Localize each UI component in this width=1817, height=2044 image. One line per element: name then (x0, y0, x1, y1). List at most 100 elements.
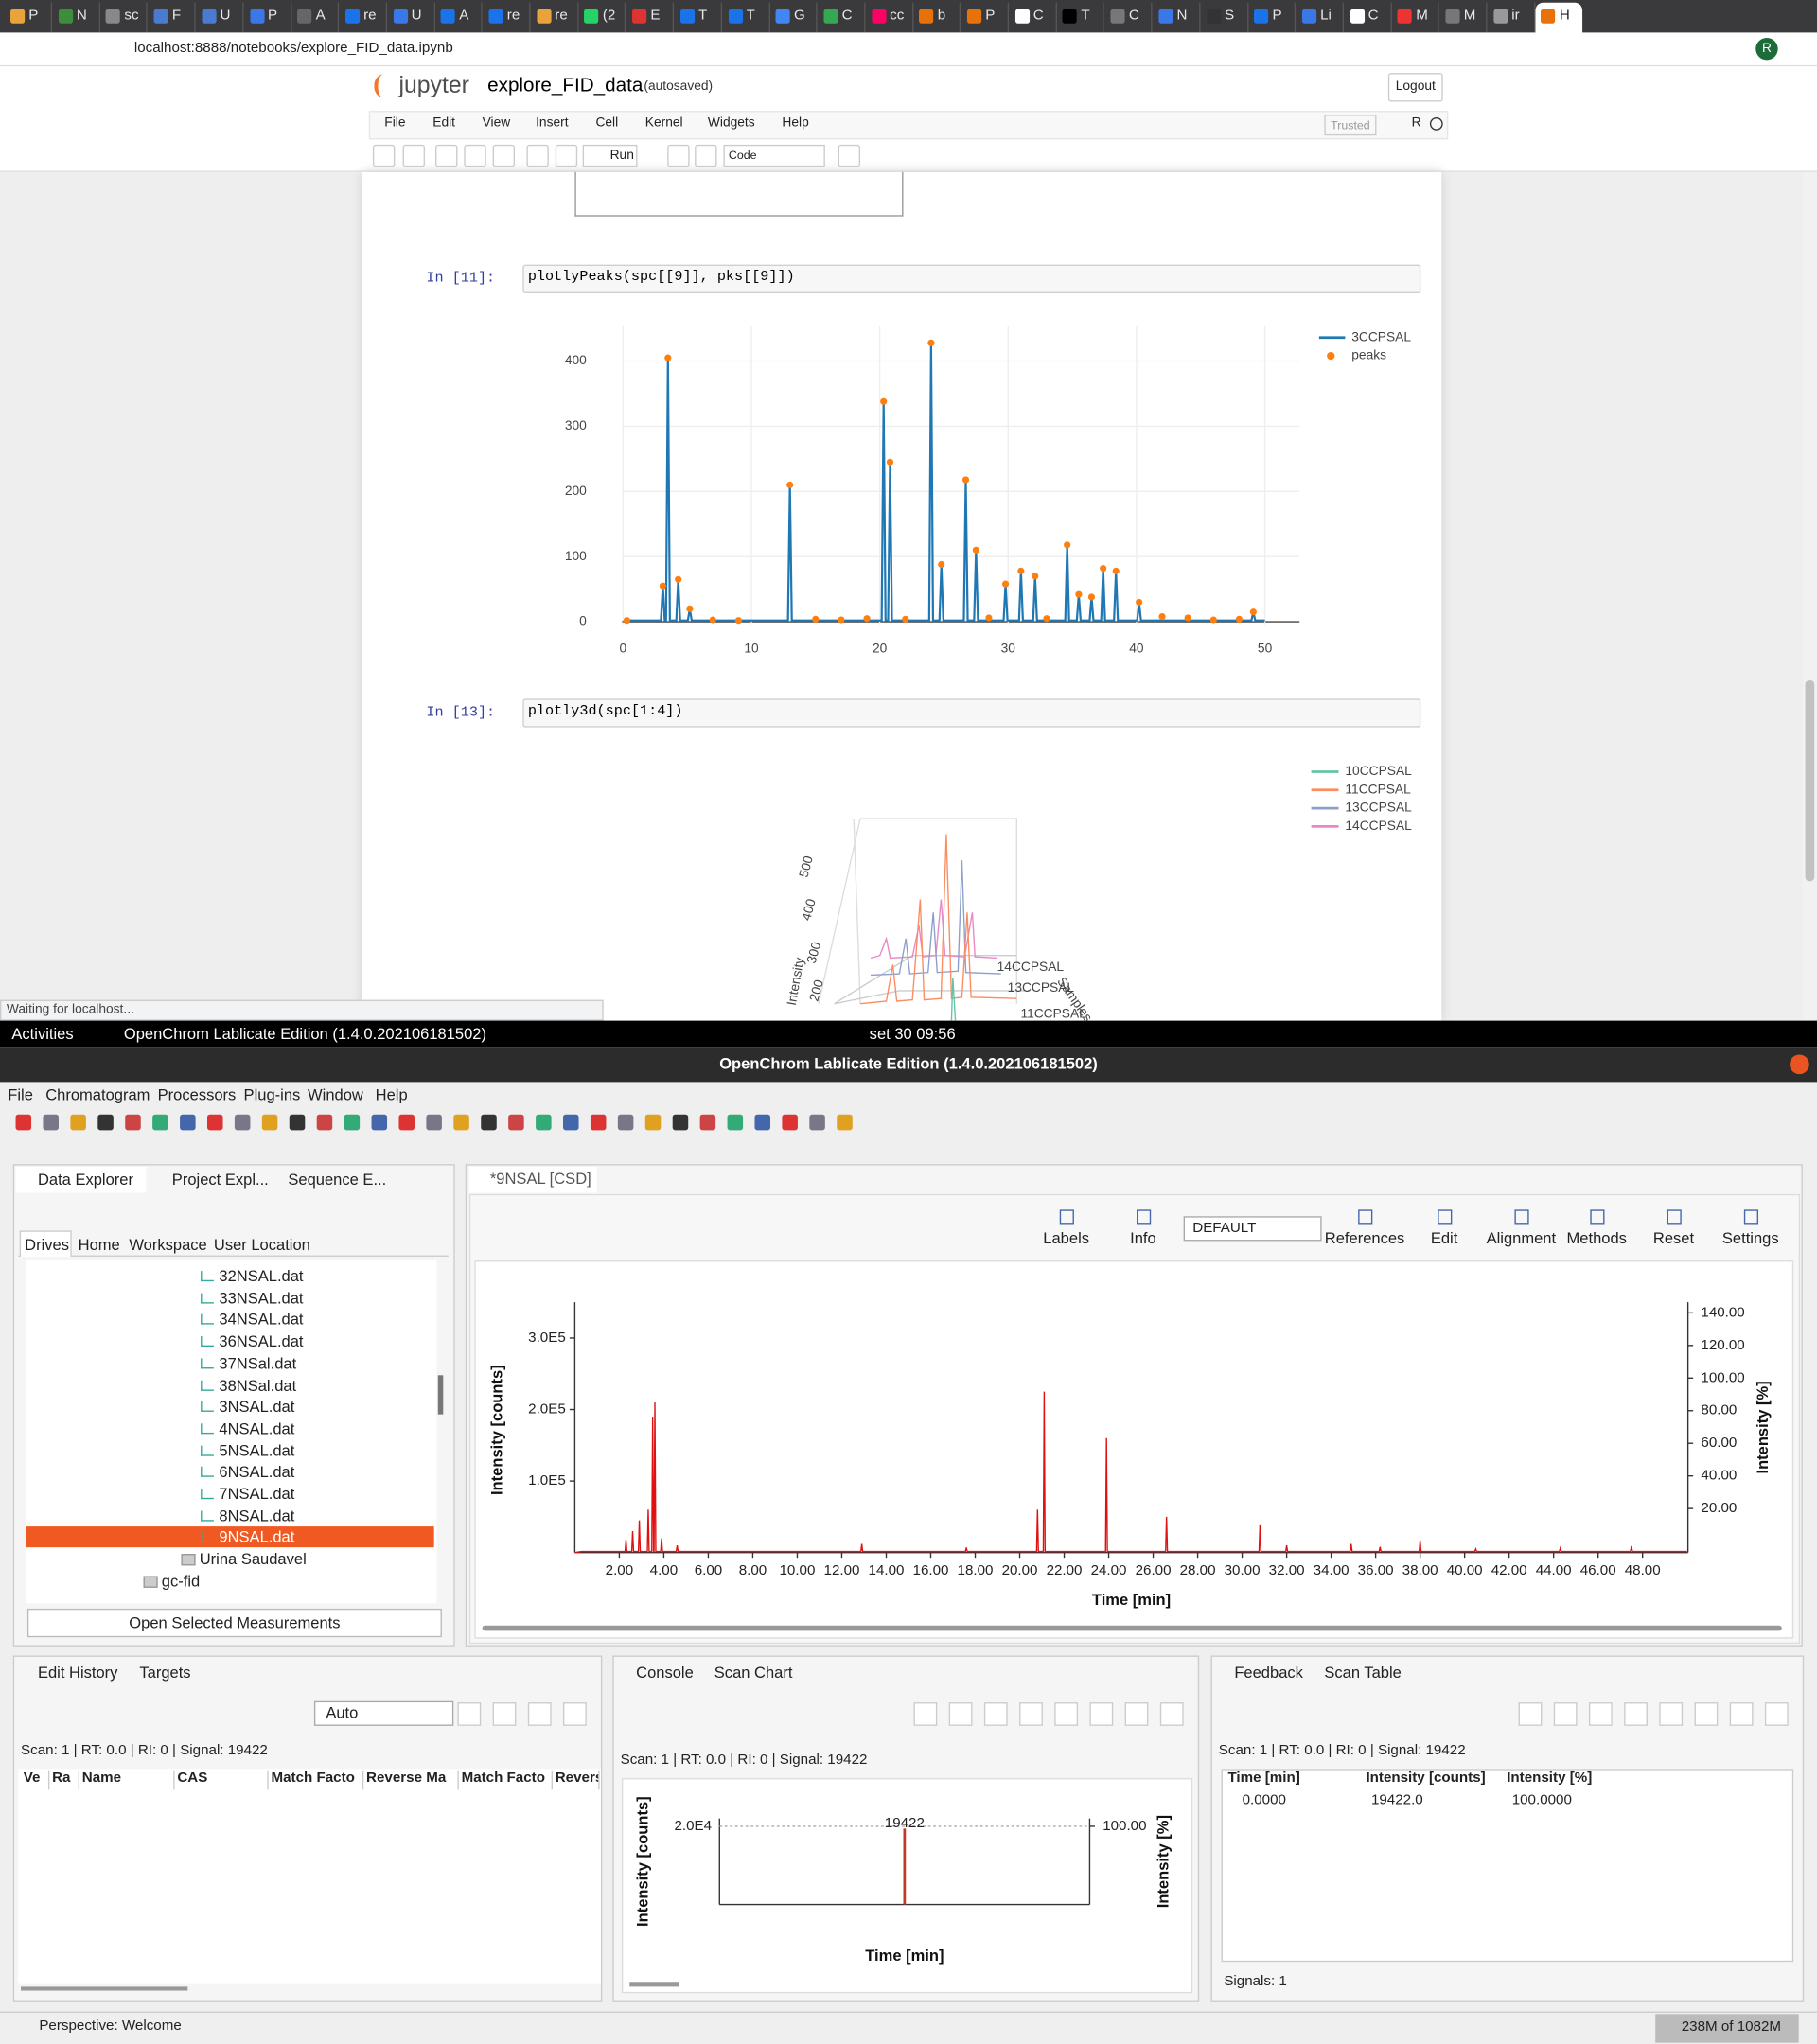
activities[interactable]: Activities (11, 1024, 74, 1044)
tool-icon[interactable] (492, 1702, 517, 1726)
toolbar-icon[interactable] (727, 1114, 744, 1131)
tab-title[interactable]: cc (890, 8, 905, 24)
folder-name[interactable]: gc-fid (161, 1572, 201, 1591)
file-name[interactable]: 32NSAL.dat (219, 1266, 304, 1286)
tab-title[interactable]: C (1032, 8, 1044, 24)
toolbar-button[interactable] (492, 144, 516, 167)
toolbar-icon[interactable] (125, 1114, 141, 1131)
toolbar-icon[interactable] (590, 1114, 607, 1131)
view-tab[interactable]: Targets (139, 1663, 191, 1683)
heap-status[interactable]: 238M of 1082M (1655, 2014, 1799, 2043)
tab[interactable] (579, 2, 626, 33)
toolbar-icon[interactable] (261, 1114, 278, 1131)
tab[interactable] (675, 2, 722, 33)
tab-title[interactable]: (2 (602, 8, 616, 24)
tool-icon[interactable] (1764, 1702, 1789, 1726)
tool-icon[interactable] (457, 1702, 482, 1726)
tab[interactable] (435, 2, 484, 33)
toolbar-icon[interactable] (70, 1114, 86, 1131)
file-name[interactable]: 6NSAL.dat (219, 1463, 295, 1482)
file-name[interactable]: 7NSAL.dat (219, 1485, 295, 1504)
subtab[interactable]: User Location (213, 1235, 310, 1255)
tab-title[interactable]: re (555, 8, 568, 24)
tab-title[interactable]: H (1559, 8, 1570, 24)
tab[interactable] (961, 2, 1010, 33)
tab-title[interactable]: re (363, 8, 377, 24)
toolbar-icon[interactable] (206, 1114, 223, 1131)
tool-icon[interactable] (1553, 1702, 1578, 1726)
toolbar-icon[interactable] (644, 1114, 662, 1131)
table-cell[interactable]: 0.0000 (1242, 1792, 1286, 1808)
subtab[interactable]: Drives (25, 1235, 70, 1255)
tab[interactable] (149, 2, 196, 33)
tab[interactable] (6, 2, 53, 33)
tool-icon[interactable] (563, 1702, 587, 1726)
file-name[interactable]: 3NSAL.dat (219, 1397, 295, 1417)
tab-title[interactable]: P (268, 8, 278, 24)
tab[interactable] (197, 2, 244, 33)
combo[interactable]: DEFAULT (1183, 1216, 1322, 1242)
column-header[interactable]: Match Facto (462, 1770, 553, 1790)
notebook-name[interactable]: explore_FID_data (487, 74, 644, 97)
tab-title[interactable]: N (1176, 8, 1188, 24)
cell-type-select[interactable]: Code (723, 144, 825, 167)
toolbar-button[interactable] (838, 144, 861, 167)
tab[interactable] (101, 2, 149, 33)
menu-item[interactable]: Insert (536, 115, 569, 131)
tab-title[interactable]: M (1463, 8, 1476, 24)
tab-title[interactable]: C (841, 8, 853, 24)
tool-icon[interactable] (983, 1702, 1008, 1726)
view-tab[interactable]: Scan Chart (714, 1663, 793, 1683)
toolbar-icon[interactable] (699, 1114, 716, 1131)
menu-item[interactable]: Window (308, 1085, 363, 1104)
file-name[interactable]: 34NSAL.dat (219, 1310, 304, 1330)
toolbar-button[interactable] (402, 144, 426, 167)
toolbar-button[interactable] (435, 144, 458, 167)
file-name[interactable]: 4NSAL.dat (219, 1419, 295, 1438)
toolbar-icon[interactable] (536, 1114, 552, 1131)
code-text[interactable]: plotlyPeaks(spc[[9]], pks[[9]]) (527, 270, 795, 286)
toolbar-button[interactable] (464, 144, 486, 167)
tab[interactable] (1297, 2, 1344, 33)
column-header[interactable]: Intensity [%] (1507, 1770, 1593, 1787)
tab[interactable] (914, 2, 961, 33)
tool-label[interactable]: References (1324, 1229, 1405, 1248)
tab[interactable] (723, 2, 770, 33)
tab-title[interactable]: P (985, 8, 996, 24)
tab-title[interactable]: S (1225, 8, 1235, 24)
view-tab[interactable]: Project Expl... (171, 1171, 269, 1189)
tool-icon[interactable] (1019, 1702, 1043, 1726)
subtab[interactable]: Workspace (129, 1235, 207, 1255)
menu-item[interactable]: Plug-ins (243, 1085, 301, 1104)
code-input[interactable] (522, 698, 1421, 728)
column-header[interactable]: Match Facto (271, 1770, 364, 1790)
column-header[interactable]: Ra (52, 1770, 80, 1790)
menu-item[interactable]: Help (375, 1085, 408, 1104)
toolbar-icon[interactable] (481, 1114, 497, 1131)
toolbar-icon[interactable] (316, 1114, 333, 1131)
toolbar-icon[interactable] (617, 1114, 634, 1131)
tab[interactable] (1440, 2, 1488, 33)
tab-title[interactable]: P (28, 8, 39, 24)
menu-item[interactable]: Chromatogram (45, 1085, 150, 1104)
tool-icon[interactable] (1054, 1702, 1079, 1726)
tab[interactable] (819, 2, 866, 33)
tab-title[interactable]: G (794, 8, 805, 24)
tab-title[interactable]: A (315, 8, 326, 24)
view-tab[interactable]: Sequence E... (288, 1171, 387, 1189)
menu-item[interactable]: Processors (157, 1085, 237, 1104)
column-header[interactable]: Ve (24, 1770, 50, 1790)
close-button[interactable] (1790, 1054, 1809, 1075)
toolbar-icon[interactable] (563, 1114, 579, 1131)
tool-label[interactable]: Reset (1652, 1229, 1695, 1248)
toolbar-button[interactable] (526, 144, 549, 167)
subtab[interactable]: Home (78, 1235, 120, 1255)
toolbar-icon[interactable] (180, 1114, 196, 1131)
toolbar-icon[interactable] (398, 1114, 415, 1131)
tab[interactable] (1010, 2, 1057, 33)
toolbar-icon[interactable] (672, 1114, 689, 1131)
tab-title[interactable]: U (411, 8, 422, 24)
tab[interactable] (340, 2, 387, 33)
tab-title[interactable]: b (937, 8, 946, 24)
menu-item[interactable]: File (384, 115, 406, 131)
